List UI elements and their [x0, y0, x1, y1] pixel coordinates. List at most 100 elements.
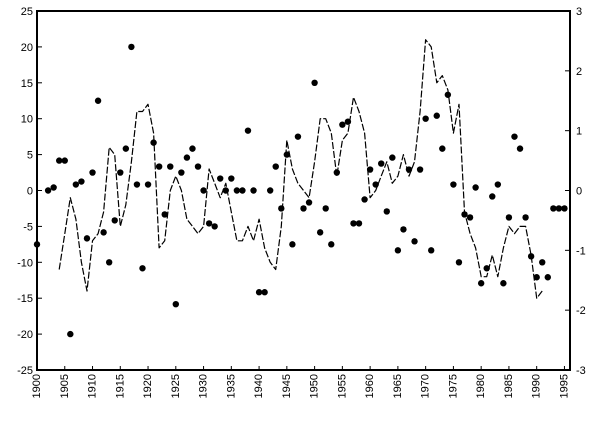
series-1-point: [383, 208, 390, 215]
series-1-point: [300, 205, 307, 212]
series-1-point: [105, 259, 113, 266]
series-1-point: [94, 97, 102, 104]
series-1-point: [289, 241, 296, 248]
series-1-point: [522, 214, 529, 221]
series-1-point: [333, 169, 341, 176]
x-tick-label: 1990: [531, 374, 543, 398]
series-1-point: [489, 193, 496, 200]
left-y-tick-label: 0: [27, 186, 33, 198]
series-1-point: [400, 226, 407, 233]
series-1-point: [89, 169, 96, 176]
series-1-point: [266, 187, 274, 194]
series-1-point: [50, 184, 57, 191]
right-y-tick-label: -2: [576, 305, 586, 317]
series-1-point: [322, 205, 329, 212]
series-1-point: [117, 169, 124, 176]
right-y-tick-label: -1: [576, 245, 586, 257]
right-y-tick-label: -3: [576, 365, 586, 377]
series-1-point: [144, 181, 152, 188]
x-tick-label: 1945: [281, 374, 293, 398]
series-1-point: [483, 265, 490, 272]
series-1-point: [472, 184, 479, 191]
series-1-point: [61, 157, 68, 164]
series-1-point: [161, 211, 168, 218]
series-1-point: [561, 205, 568, 212]
x-tick-label: 1970: [420, 374, 432, 398]
series-1-point: [405, 166, 413, 173]
series-1-point: [172, 300, 180, 308]
series-1-point: [100, 229, 107, 236]
right-y-tick-label: 3: [576, 6, 582, 18]
series-1-point: [200, 187, 207, 194]
x-tick-label: 1995: [558, 374, 570, 398]
series-1-point: [361, 196, 368, 203]
right-y-tick-label: 0: [576, 186, 582, 198]
left-y-tick-label: 10: [21, 114, 33, 126]
series-1-point: [67, 330, 74, 338]
x-tick-label: 1950: [309, 374, 321, 398]
x-tick-label: 1925: [170, 374, 182, 398]
series-1-point: [255, 289, 263, 296]
series-1-point: [250, 187, 257, 194]
left-y-axis: 25 20 15 10 5 0 -5 -10 -15 -20 -25: [17, 6, 42, 377]
series-1-point: [466, 214, 474, 221]
series-1-point: [439, 145, 446, 152]
series-1-point: [527, 253, 535, 260]
series-1-point: [511, 133, 518, 140]
series-1-point: [228, 175, 235, 182]
series-1-point: [422, 115, 429, 122]
series-1-point: [211, 223, 218, 230]
series-1-point: [477, 280, 485, 287]
series-1-point: [261, 289, 268, 296]
right-y-axis: 3 2 1 0 -1 -2 -3: [565, 6, 586, 377]
series-1-point: [505, 214, 513, 221]
series-1-point: [205, 220, 213, 227]
series-1-point: [316, 229, 324, 236]
left-y-tick-label: -20: [17, 329, 33, 341]
left-y-tick-label: 15: [21, 78, 33, 90]
series-1-point: [550, 205, 557, 212]
series-1-point: [294, 133, 302, 140]
series-1-point: [450, 181, 457, 188]
series-1-point: [122, 145, 130, 152]
left-y-tick-label: -15: [17, 293, 33, 305]
series-1-point: [394, 247, 402, 254]
series-1-point: [494, 181, 502, 188]
right-y-tick-label: 1: [576, 126, 582, 138]
series-1-point: [455, 259, 463, 266]
x-tick-label: 1920: [142, 374, 154, 398]
series-1-point: [128, 43, 135, 51]
left-y-tick-label: -10: [17, 257, 33, 269]
series-1-point: [150, 139, 157, 146]
series-0-line: [58, 39, 543, 299]
series-1-point: [167, 163, 174, 170]
left-y-tick-label: -5: [23, 221, 33, 233]
series-1-point: [178, 169, 185, 176]
series-1-point: [411, 238, 418, 245]
series-1-point: [500, 280, 507, 287]
x-tick-label: 1955: [336, 374, 348, 398]
x-tick-label: 1960: [364, 374, 376, 398]
series-1-point: [133, 181, 141, 188]
plot-frame: [36, 10, 571, 371]
series-1-point: [278, 205, 285, 212]
x-tick-label: 1910: [87, 374, 99, 398]
series-layer: [33, 39, 568, 338]
series-1-point: [189, 145, 196, 152]
series-1-point: [283, 151, 291, 158]
series-1-point: [461, 211, 468, 218]
x-tick-label: 1940: [253, 374, 265, 398]
series-1-point: [433, 112, 440, 119]
x-tick-label: 1965: [392, 374, 404, 398]
series-1-point: [272, 163, 279, 170]
series-1-point: [72, 181, 80, 188]
series-1-point: [311, 79, 318, 87]
series-1-point: [516, 145, 524, 152]
series-1-point: [155, 163, 163, 170]
series-1-point: [194, 163, 202, 170]
series-1-point: [222, 187, 229, 194]
series-1-point: [389, 154, 396, 161]
series-1-point: [56, 157, 63, 164]
